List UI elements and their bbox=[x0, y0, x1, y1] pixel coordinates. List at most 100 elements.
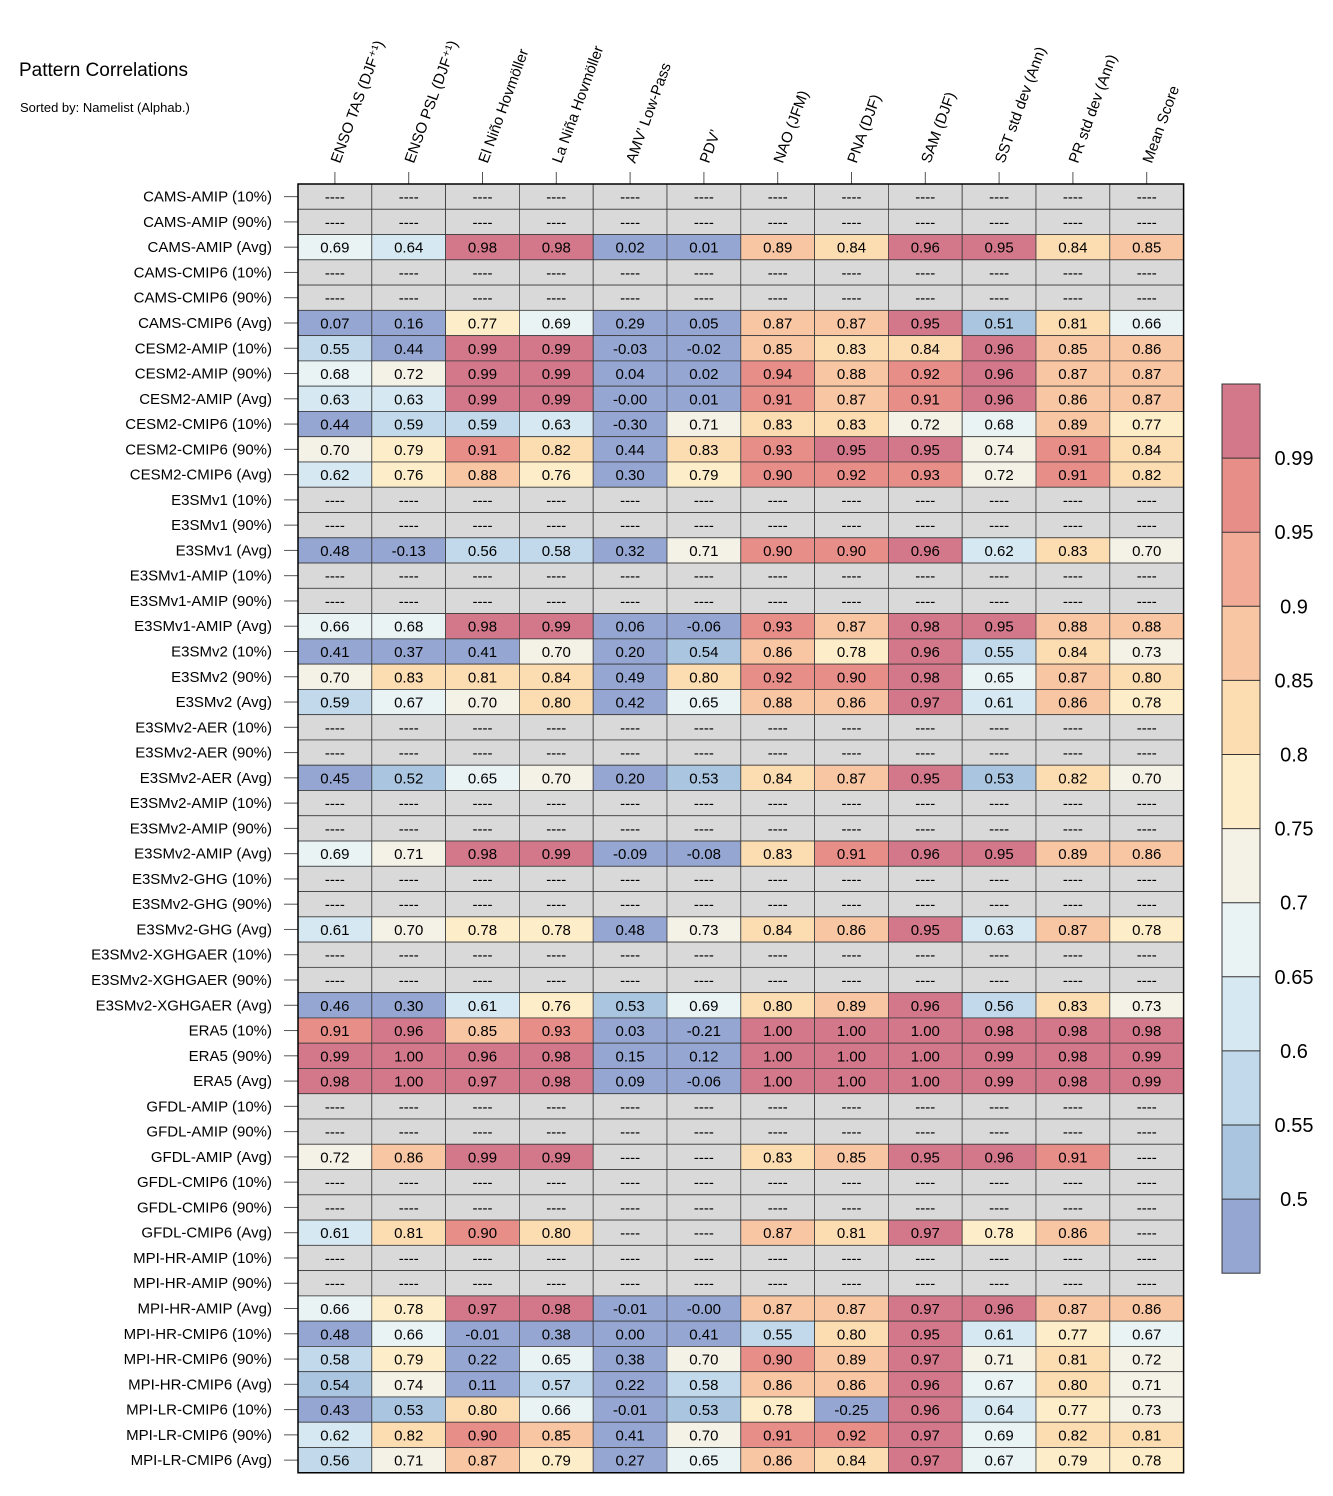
heatmap-cell bbox=[961, 941, 1037, 968]
cell-value: ---- bbox=[1137, 518, 1157, 535]
heatmap-cell bbox=[666, 663, 742, 690]
cell-value: ---- bbox=[325, 214, 345, 231]
cell-value: 0.76 bbox=[542, 998, 571, 1015]
cell-value: 0.72 bbox=[911, 417, 940, 434]
heatmap-cell bbox=[1035, 360, 1111, 387]
cell-value: ---- bbox=[1137, 720, 1157, 737]
cell-value: 0.90 bbox=[837, 669, 866, 686]
cell-value: ---- bbox=[694, 871, 714, 888]
cell-value: 0.84 bbox=[763, 922, 792, 939]
cell-value: 0.05 bbox=[689, 315, 718, 332]
heatmap-cell bbox=[1035, 461, 1111, 488]
cell-value: 0.66 bbox=[394, 1326, 423, 1343]
cell-value: ---- bbox=[546, 745, 566, 762]
cell-value: 0.74 bbox=[984, 442, 1013, 459]
column-header: AMV’ Low-Pass bbox=[623, 61, 675, 166]
cell-value: 0.99 bbox=[542, 341, 571, 358]
cell-value: ---- bbox=[1137, 897, 1157, 914]
cell-value: ---- bbox=[473, 947, 493, 964]
heatmap-cell bbox=[297, 1295, 373, 1322]
row-label: ERA5 (10%) bbox=[189, 1023, 272, 1040]
heatmap-cell bbox=[961, 1320, 1037, 1347]
heatmap-cell bbox=[592, 1093, 668, 1120]
cell-value: ---- bbox=[1063, 568, 1083, 585]
cell-value: 0.03 bbox=[615, 1023, 644, 1040]
cell-value: ---- bbox=[325, 518, 345, 535]
row-label: CESM2-CMIP6 (Avg) bbox=[130, 467, 272, 484]
heatmap-cell bbox=[1109, 1194, 1185, 1221]
heatmap-cell bbox=[961, 360, 1037, 387]
heatmap-cell bbox=[445, 309, 520, 337]
cell-value: 0.49 bbox=[615, 669, 644, 686]
heatmap-cell bbox=[666, 916, 742, 943]
cell-value: 0.81 bbox=[394, 1225, 423, 1242]
heatmap-cell bbox=[961, 411, 1037, 438]
heatmap-cell bbox=[592, 1194, 668, 1221]
cell-value: ---- bbox=[768, 821, 788, 838]
cell-value: 0.97 bbox=[911, 695, 940, 712]
colorbar-segment bbox=[1222, 828, 1260, 903]
heatmap-cell bbox=[740, 815, 815, 842]
heatmap-cell bbox=[519, 360, 594, 387]
row-label: MPI-HR-CMIP6 (90%) bbox=[124, 1351, 272, 1368]
heatmap-cell bbox=[371, 739, 446, 766]
heatmap-cell bbox=[371, 309, 446, 337]
heatmap-cell bbox=[519, 1295, 594, 1322]
cell-value: 0.79 bbox=[689, 467, 718, 484]
cell-value: 0.78 bbox=[1132, 922, 1161, 939]
cell-value: ---- bbox=[694, 568, 714, 585]
heatmap-cell bbox=[666, 309, 742, 337]
heatmap-cell bbox=[445, 436, 520, 463]
cell-value: 0.86 bbox=[1058, 391, 1087, 408]
heatmap-cell bbox=[519, 790, 594, 817]
cell-value: ---- bbox=[546, 214, 566, 231]
row-label: E3SMv2-GHG (90%) bbox=[132, 896, 272, 913]
heatmap-cell bbox=[445, 739, 520, 766]
heatmap-cell bbox=[371, 840, 446, 867]
colorbar-segment bbox=[1222, 1199, 1260, 1274]
heatmap-cell bbox=[445, 385, 520, 412]
cell-value: ---- bbox=[768, 492, 788, 509]
cell-value: ---- bbox=[325, 1276, 345, 1293]
cell-value: ---- bbox=[546, 189, 566, 206]
cell-value: 0.72 bbox=[984, 467, 1013, 484]
heatmap-cell bbox=[445, 1447, 520, 1474]
heatmap-cell bbox=[1109, 891, 1185, 918]
cell-value: ---- bbox=[694, 265, 714, 282]
heatmap-cell bbox=[445, 360, 520, 387]
cell-value: 0.98 bbox=[542, 240, 571, 257]
cell-value: 0.67 bbox=[984, 1453, 1013, 1470]
heatmap-cell bbox=[740, 411, 815, 438]
cell-value: 0.55 bbox=[984, 644, 1013, 661]
cell-value: ---- bbox=[546, 973, 566, 990]
heatmap-cell bbox=[1035, 1270, 1111, 1297]
cell-value: 0.98 bbox=[1058, 1074, 1087, 1091]
cell-value: ---- bbox=[546, 947, 566, 964]
heatmap-cell bbox=[1035, 764, 1111, 791]
heatmap-cell bbox=[297, 461, 373, 488]
heatmap-cell bbox=[297, 1169, 373, 1196]
cell-value: 0.80 bbox=[837, 1326, 866, 1343]
cell-value: 0.91 bbox=[837, 846, 866, 863]
heatmap-cell bbox=[1109, 1042, 1185, 1069]
cell-value: 1.00 bbox=[911, 1023, 940, 1040]
heatmap-cell bbox=[519, 1143, 594, 1170]
heatmap-cell bbox=[1109, 208, 1185, 235]
cell-value: 0.84 bbox=[1058, 240, 1087, 257]
cell-value: 0.91 bbox=[763, 391, 792, 408]
cell-value: 0.87 bbox=[1058, 922, 1087, 939]
heatmap-cell bbox=[961, 537, 1037, 564]
cell-value: 0.57 bbox=[542, 1377, 571, 1394]
heatmap-cell bbox=[814, 486, 889, 513]
row-label: GFDL-AMIP (90%) bbox=[146, 1124, 272, 1141]
cell-value: 0.41 bbox=[615, 1427, 644, 1444]
cell-value: 0.80 bbox=[763, 998, 792, 1015]
colorbar-segment bbox=[1222, 680, 1260, 755]
cell-value: 0.95 bbox=[911, 442, 940, 459]
heatmap-cell bbox=[1035, 1219, 1111, 1246]
cell-value: ---- bbox=[325, 897, 345, 914]
heatmap-cell bbox=[814, 1371, 889, 1398]
heatmap-cell bbox=[371, 234, 446, 261]
cell-value: 0.93 bbox=[542, 1023, 571, 1040]
heatmap-cell bbox=[371, 790, 446, 817]
